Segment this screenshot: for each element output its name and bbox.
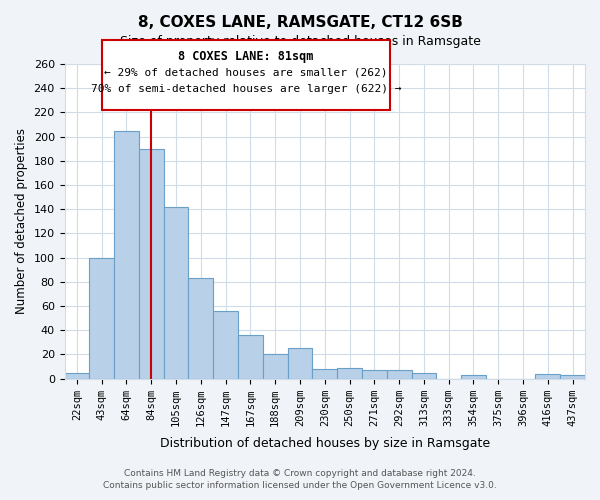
Text: Size of property relative to detached houses in Ramsgate: Size of property relative to detached ho… [119,35,481,48]
Bar [387,370,412,378]
Bar [535,374,560,378]
Text: 8, COXES LANE, RAMSGATE, CT12 6SB: 8, COXES LANE, RAMSGATE, CT12 6SB [137,15,463,30]
Bar [560,375,585,378]
Bar [337,368,362,378]
Text: Contains HM Land Registry data © Crown copyright and database right 2024.: Contains HM Land Registry data © Crown c… [124,468,476,477]
Bar [164,207,188,378]
Bar [188,278,213,378]
Text: 70% of semi-detached houses are larger (622) →: 70% of semi-detached houses are larger (… [91,84,401,94]
Bar [461,375,486,378]
Bar [238,335,263,378]
Bar [114,130,139,378]
Bar [362,370,387,378]
Bar [213,311,238,378]
Bar [263,354,287,378]
Bar [412,372,436,378]
Text: ← 29% of detached houses are smaller (262): ← 29% of detached houses are smaller (26… [104,68,388,78]
Y-axis label: Number of detached properties: Number of detached properties [15,128,28,314]
X-axis label: Distribution of detached houses by size in Ramsgate: Distribution of detached houses by size … [160,437,490,450]
Text: Contains public sector information licensed under the Open Government Licence v3: Contains public sector information licen… [103,481,497,490]
Bar [287,348,313,378]
Bar [313,369,337,378]
Bar [89,258,114,378]
Bar [65,372,89,378]
Text: 8 COXES LANE: 81sqm: 8 COXES LANE: 81sqm [178,50,314,63]
Bar [139,148,164,378]
